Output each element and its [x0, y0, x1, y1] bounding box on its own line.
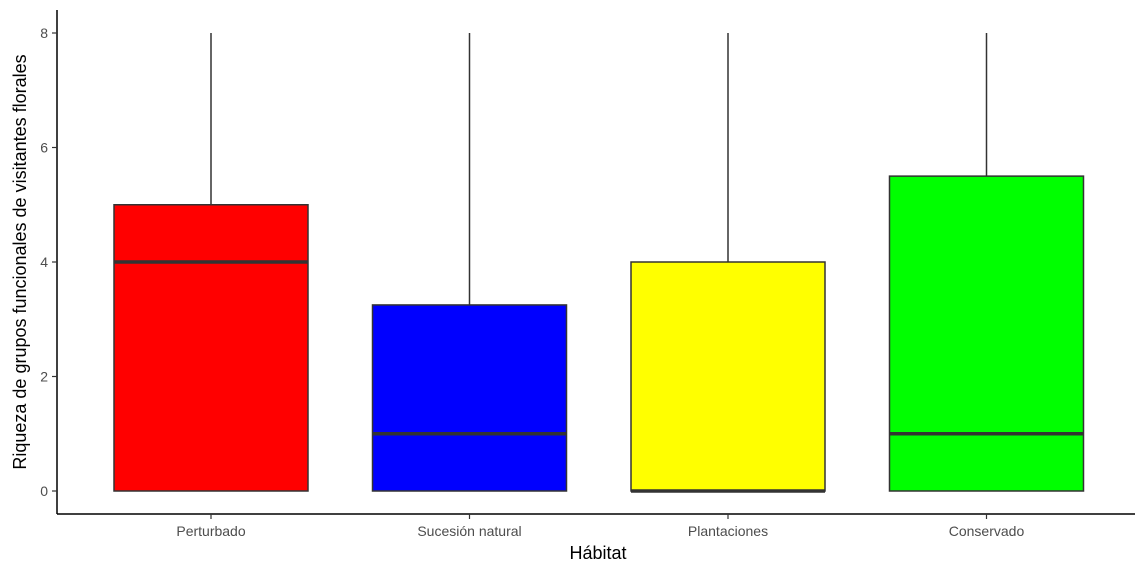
box-rect	[888, 175, 1085, 492]
y-tick-label: 8	[40, 25, 48, 41]
boxes-layer	[113, 33, 1085, 493]
ticks-layer: Perturbado Sucesión natural Plantaciones Co…	[40, 25, 1024, 539]
y-axis-title: Riqueza de grupos funcionales de visitan…	[10, 54, 30, 469]
box-group	[371, 33, 568, 492]
x-tick-label: Sucesión natural	[417, 523, 521, 539]
x-tick-label: Plantaciones	[688, 523, 768, 539]
box-group	[113, 33, 309, 492]
y-tick-label: 0	[40, 483, 48, 499]
box-group	[630, 33, 826, 493]
x-tick-label: Conservado	[949, 523, 1025, 539]
box-rect	[113, 204, 309, 492]
x-tick-label: Perturbado	[176, 523, 245, 539]
y-tick-label: 2	[40, 369, 48, 385]
y-tick-label: 4	[40, 254, 48, 270]
y-tick-label: 6	[40, 140, 48, 156]
x-axis-title: Hábitat	[569, 543, 626, 563]
box-group	[888, 33, 1085, 492]
box-rect	[371, 304, 568, 492]
box-rect	[630, 261, 826, 492]
